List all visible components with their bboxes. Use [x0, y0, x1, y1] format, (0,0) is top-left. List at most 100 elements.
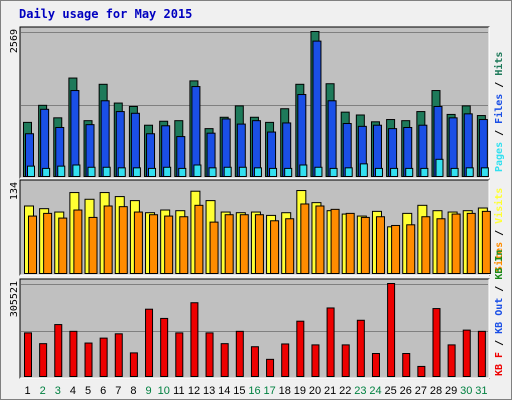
top-legend: Pages / Files / Hits [493, 52, 505, 172]
kb-f-bar [114, 333, 123, 378]
files-bar [115, 111, 125, 177]
x-day-label: 30 [460, 385, 472, 397]
pages-bar [299, 164, 308, 178]
kb-f-bar [402, 353, 411, 377]
sites-bar [360, 216, 370, 274]
files-bar [448, 117, 458, 177]
kb-f-bar [326, 307, 335, 377]
sites-bar [239, 214, 249, 274]
kb-f-bar [175, 332, 184, 378]
kb-f-bar [129, 352, 138, 378]
sites-bar [270, 220, 280, 275]
files-bar [463, 113, 473, 177]
chart-title: Daily usage for May 2015 [19, 7, 193, 21]
kb-f-bar [54, 324, 63, 378]
files-bar [327, 100, 337, 177]
sites-bar [406, 224, 416, 274]
x-day-label: 9 [146, 385, 152, 397]
pages-bar [72, 164, 81, 178]
legend-entry: KB F [494, 352, 505, 376]
legend-entry: Hits [493, 52, 505, 76]
sites-bar [88, 216, 98, 274]
sites-bar [149, 214, 159, 274]
x-day-label: 25 [385, 385, 397, 397]
pages-bar [253, 167, 262, 177]
x-day-label: 8 [130, 385, 136, 397]
pages-bar [314, 166, 323, 178]
x-day-label: 24 [369, 385, 381, 397]
sites-bar [315, 205, 325, 274]
sites-bar [300, 203, 310, 274]
sites-bar [285, 218, 295, 275]
sites-bar [224, 214, 234, 274]
sites-bar [391, 224, 401, 275]
x-day-label: 31 [475, 385, 487, 397]
x-day-label: 3 [55, 385, 61, 397]
pages-bar [87, 166, 96, 178]
pages-bar [27, 165, 35, 178]
sites-bar [103, 205, 113, 274]
pages-bar [57, 165, 66, 178]
sites-bar [118, 206, 128, 275]
y-max-label: 134 [9, 182, 20, 200]
kb-f-bar [69, 330, 78, 378]
x-day-label: 4 [70, 385, 76, 397]
files-bar [191, 86, 201, 177]
kb-f-bar [417, 365, 426, 377]
sites-bar [58, 217, 68, 275]
legend-entry: Sites [493, 242, 505, 272]
x-day-label: 20 [309, 385, 321, 397]
x-day-label: 16 [248, 385, 260, 397]
kb-f-bar [205, 332, 214, 378]
x-day-label: 7 [115, 385, 121, 397]
kb-f-bar [371, 353, 380, 377]
legend-separator: / [494, 280, 505, 298]
x-day-label: 1 [25, 385, 31, 397]
files-bar [312, 40, 322, 177]
pages-bar [405, 167, 414, 177]
pages-bar [193, 164, 202, 178]
x-day-label: 21 [324, 385, 336, 397]
y-max-label: 305521 [9, 281, 20, 317]
y-max-label: 2569 [9, 29, 20, 53]
sites-bar [375, 216, 385, 274]
files-bar [130, 112, 140, 177]
kb-f-bar [84, 342, 93, 378]
x-day-label: 11 [173, 385, 184, 397]
pages-bar [344, 167, 353, 177]
kb-f-bar [220, 343, 229, 377]
legend-separator: / [494, 76, 505, 94]
x-day-label: 10 [158, 385, 170, 397]
sites-bar [436, 218, 446, 275]
sites-bar [421, 216, 431, 274]
x-day-label: 14 [218, 385, 230, 397]
kb-f-bar [341, 344, 350, 378]
kb-f-bar [235, 330, 244, 378]
pages-bar [132, 167, 141, 177]
x-day-label: 2 [40, 385, 46, 397]
x-day-label: 5 [85, 385, 91, 397]
sites-bar [164, 215, 174, 275]
legend-entry: KB Out [494, 298, 505, 334]
sites-bar [481, 210, 491, 275]
pages-bar [117, 167, 126, 177]
kb-f-bar [447, 344, 456, 378]
kb-f-bar [311, 344, 320, 378]
pages-bar [223, 166, 232, 178]
pages-bar [480, 167, 489, 177]
x-day-label: 15 [233, 385, 245, 397]
x-day-label: 26 [400, 385, 412, 397]
kb-f-bar [462, 329, 471, 378]
legend-entry: KB In [494, 250, 505, 280]
sites-bar [73, 209, 83, 274]
pages-bar [163, 166, 172, 178]
x-day-label: 13 [203, 385, 215, 397]
kb-f-bar [477, 330, 486, 378]
pages-bar [359, 163, 368, 178]
pages-bar [465, 167, 474, 177]
x-day-label: 12 [188, 385, 200, 397]
pages-bar [450, 167, 459, 177]
bottom-legend: KB F / KB Out / KB In [494, 250, 505, 376]
kb-f-bar [145, 308, 154, 377]
sites-bar [194, 204, 204, 274]
